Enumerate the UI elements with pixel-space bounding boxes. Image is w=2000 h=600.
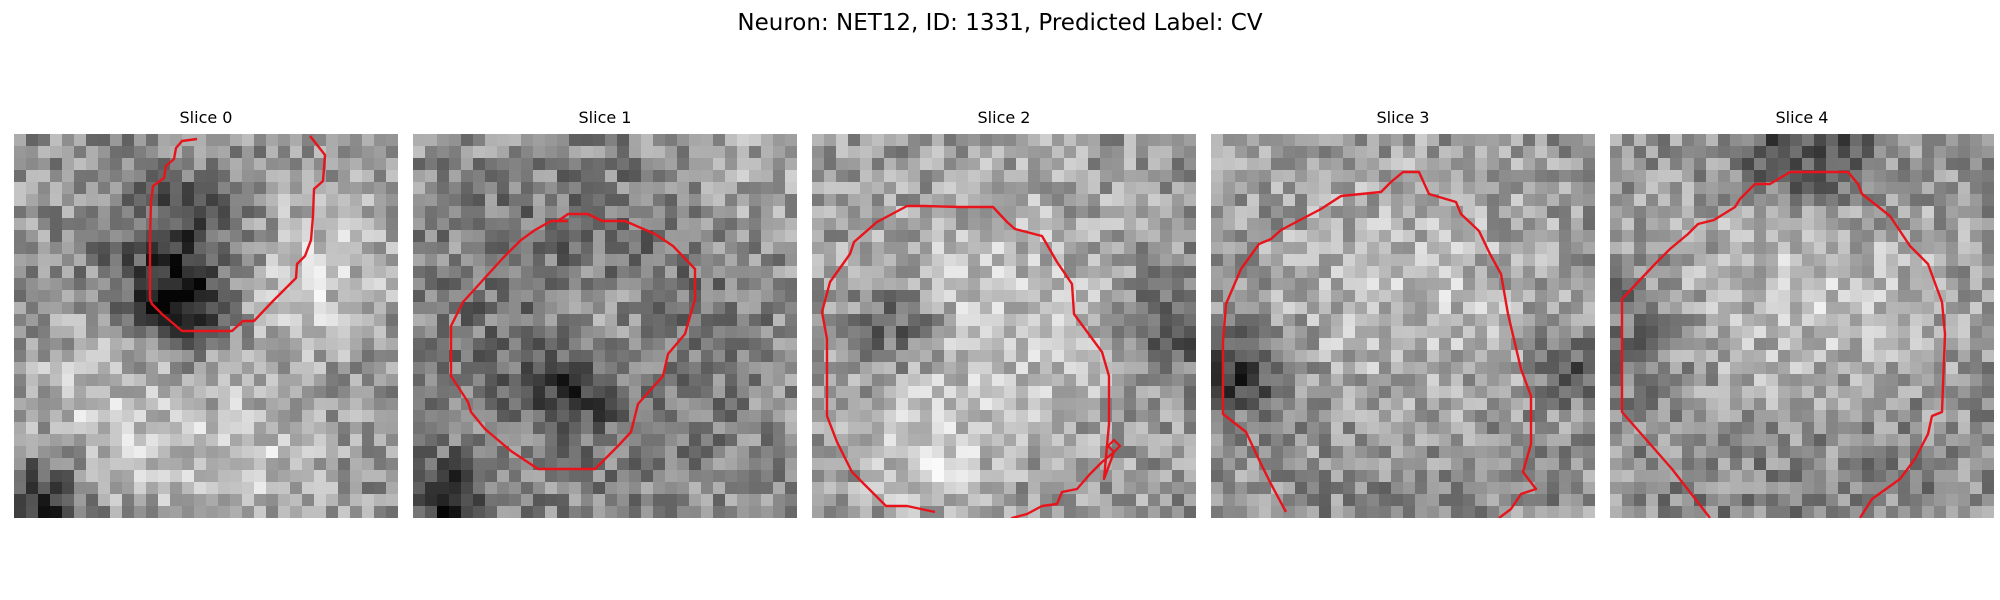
contour-overlay xyxy=(1620,170,1947,518)
neuron-contour xyxy=(1221,170,1538,518)
slice-image xyxy=(14,134,398,518)
neuron-contour xyxy=(449,212,697,471)
microscopy-image xyxy=(812,134,1196,518)
slice-image xyxy=(413,134,797,518)
contour-overlay xyxy=(449,212,697,471)
microscopy-image xyxy=(14,134,398,518)
slice-title: Slice 0 xyxy=(179,108,233,127)
contour-overlay xyxy=(148,135,327,333)
microscopy-image xyxy=(413,134,797,518)
slice-panel-2: Slice 2 xyxy=(812,108,1196,518)
slice-panel-0: Slice 0 xyxy=(14,108,398,518)
slice-panel-1: Slice 1 xyxy=(413,108,797,518)
neuron-contour xyxy=(820,204,1116,518)
slice-title: Slice 2 xyxy=(977,108,1031,127)
contour-overlay xyxy=(1221,170,1538,518)
slice-title: Slice 3 xyxy=(1376,108,1430,127)
slice-image xyxy=(1211,134,1595,518)
slice-panel-4: Slice 4 xyxy=(1610,108,1994,518)
microscopy-image xyxy=(1610,134,1994,518)
figure-title: Neuron: NET12, ID: 1331, Predicted Label… xyxy=(737,10,1263,36)
slice-title: Slice 4 xyxy=(1775,108,1829,127)
microscopy-image xyxy=(1211,134,1595,518)
slice-panel-3: Slice 3 xyxy=(1211,108,1595,518)
neuron-contour-loop xyxy=(1106,438,1122,453)
slice-image xyxy=(1610,134,1994,518)
slice-title: Slice 1 xyxy=(578,108,632,127)
contour-overlay xyxy=(820,204,1122,518)
neuron-contour xyxy=(148,135,327,333)
neuron-contour xyxy=(1620,170,1947,518)
slice-image xyxy=(812,134,1196,518)
